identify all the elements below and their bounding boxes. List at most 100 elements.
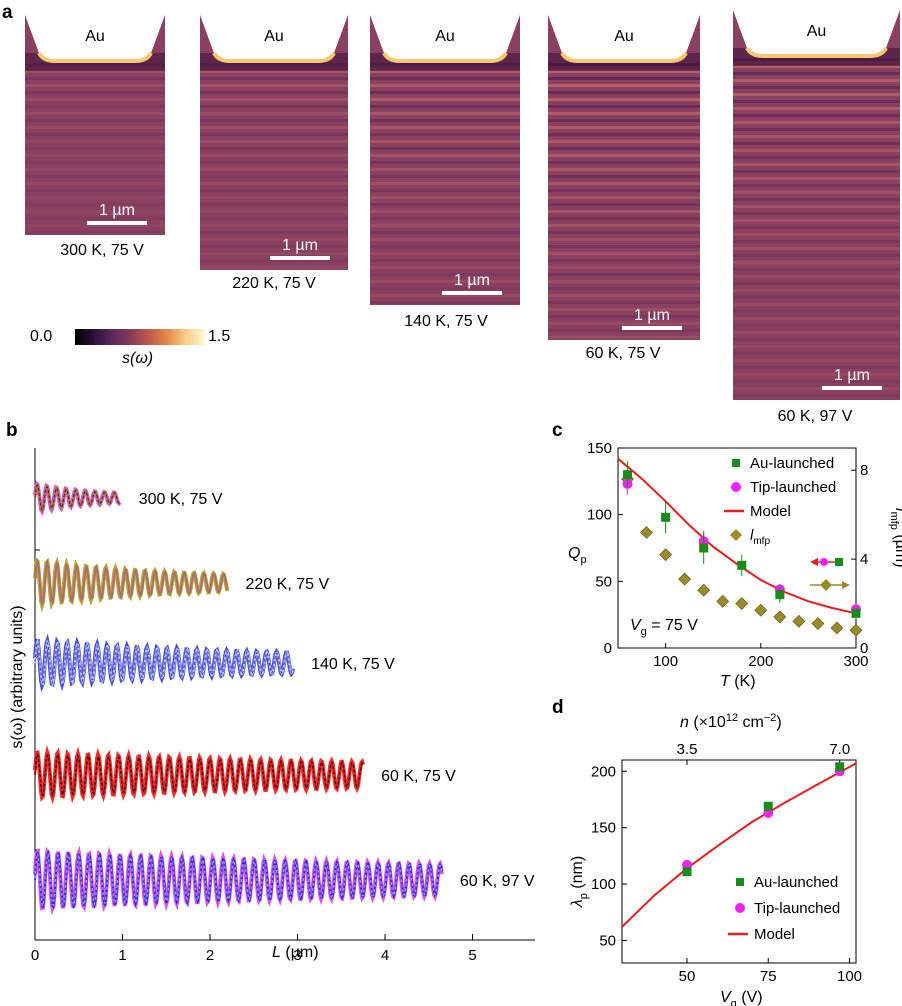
trace-1: 220 K, 75 V [33,556,329,613]
panel-b-letter: b [6,420,18,441]
panel-b-xlabel-unit: (µm) [285,944,319,961]
au-label: Au [85,28,105,45]
fringe [200,105,348,108]
d-top-label: n (×1012 cm−2) [680,712,782,731]
trace-fit [34,558,229,606]
fringe [733,135,900,138]
c-lmfp-point [678,572,692,586]
scale-bar-label: 1 µm [634,307,670,324]
au-edge [745,46,888,58]
fringe [548,238,700,241]
c-au-point [775,590,785,600]
d-top-tick-label: 7.0 [829,741,850,758]
fringe [733,366,900,369]
scale-bar-label: 1 µm [454,272,490,289]
panel-b-ylabel: s(ω) (arbitrary units) [9,605,26,749]
fringe [733,352,900,355]
scale-bar [442,291,502,295]
fringe [370,91,520,94]
fringe [733,338,900,341]
fringe [548,105,700,108]
fringe [370,224,520,227]
au-edge [212,51,336,63]
fringe [733,100,900,103]
au-pad [200,15,348,61]
fringe [370,105,520,108]
fringe [548,308,700,311]
fringe [200,154,348,157]
panel-c-plot: 100200300050100150048Qplmfp (µm)T (K)Vg … [568,440,902,690]
c-lmfp-point [754,603,768,617]
fringe [733,191,900,194]
fringe [548,140,700,143]
au-edge [560,51,688,63]
fringe [25,70,165,73]
fringe [733,212,900,215]
fringe [548,196,700,199]
fringe [548,189,700,192]
d-frame [621,759,857,964]
fringe [200,91,348,94]
c-lmfp-point [697,583,711,597]
fringe [370,266,520,269]
fringe [548,217,700,220]
fringe [370,301,520,304]
trace-data [34,561,229,605]
fringe [548,273,700,276]
au-pad [370,15,520,61]
fringe [733,65,900,68]
fringe [548,259,700,262]
fringe [548,161,700,164]
fringe [733,289,900,292]
c-arrow-au [835,558,843,566]
panel-a-letter: a [2,2,13,23]
c-ylabel-right-var: l [892,508,902,512]
c-legend-au: Au-launched [750,455,834,472]
scale-bar [622,326,682,330]
fringe [548,168,700,171]
fringe [733,233,900,236]
c-lmfp-point [849,623,863,637]
d-au-point [682,867,692,877]
fringe [548,231,700,234]
fringe [25,126,165,129]
c-ytick-label: 50 [595,573,612,590]
c-au-point [623,470,633,480]
c-au-point [661,512,671,522]
colorbar-min: 0.0 [30,328,53,345]
fringe [200,210,348,213]
fringe [733,324,900,327]
fringe [733,331,900,334]
fringe [25,217,165,220]
fringe [548,147,700,150]
fringe [200,224,348,227]
c-legend-lmfp-sub: mfp [753,536,770,547]
c-lmfp-point [773,610,787,624]
fringe [370,98,520,101]
d-au-point [763,801,773,811]
au-pad [548,15,700,61]
fringe [733,373,900,376]
fringe [548,182,700,185]
fringe [548,84,700,87]
fringe [733,247,900,250]
fringe [25,133,165,136]
trace-data [34,852,443,908]
c-y2tick-label: 4 [860,551,868,568]
c-ytick-label: 150 [587,440,612,457]
fringe [370,70,520,73]
d-top-label-rest: (×10 [689,714,726,731]
caption-140k: 140 K, 75 V [404,313,488,330]
d-legend-tip-marker [735,903,745,913]
trace-2: 140 K, 75 V [33,633,395,693]
fringe [25,112,165,115]
fringe [733,86,900,89]
d-ylabel-var: λ [569,899,586,908]
fringe [733,261,900,264]
c-au-point [737,560,747,570]
fringe [370,84,520,87]
c-lmfp-point [811,617,825,630]
fringe [200,189,348,192]
b-xtick-label: 4 [381,947,389,964]
fringe [25,224,165,227]
